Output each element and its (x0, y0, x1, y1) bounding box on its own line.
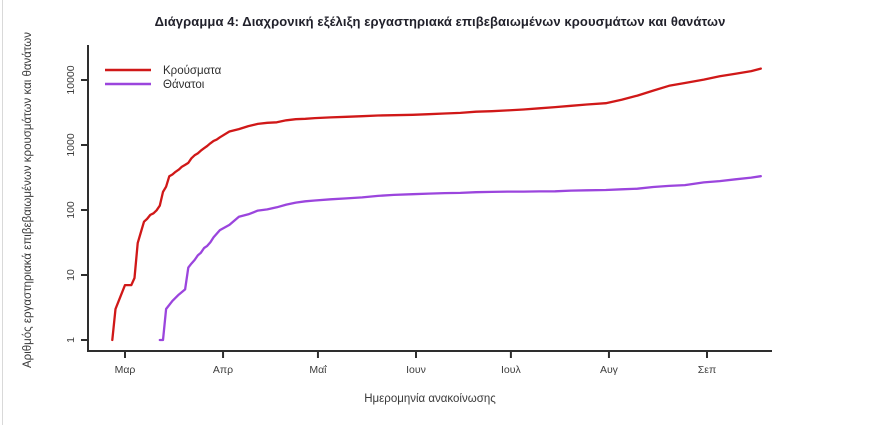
x-tick-label: Ιουλ (501, 364, 521, 376)
chart-title: Διάγραμμα 4: Διαχρονική εξέλιξη εργαστηρ… (154, 14, 726, 29)
deaths-line (158, 175, 762, 342)
x-tick-label: Απρ (213, 364, 233, 376)
left-edge-divider (2, 0, 3, 425)
y-tick-label: 1000 (65, 133, 77, 157)
legend-label-cases: Κρούσματα (163, 65, 222, 77)
cases-line (111, 67, 762, 342)
x-tick-label: Αυγ (600, 364, 619, 376)
y-tick-label: 1 (65, 337, 77, 343)
x-tick-label: Σεπ (698, 364, 716, 376)
y-tick-label: 10 (65, 269, 77, 281)
x-tick-label: Μαΐ (309, 364, 327, 376)
x-tick-label: Μαρ (115, 364, 136, 376)
y-axis-title: Αριθμός εργαστηριακά επιβεβαιωμένων κρου… (22, 32, 34, 368)
x-tick-label: Ιουν (406, 364, 426, 376)
y-tick-label: 100 (65, 201, 77, 219)
y-tick-label: 10000 (65, 65, 77, 94)
legend-label-deaths: Θάνατοι (163, 79, 205, 91)
x-axis-title: Ημερομηνία ανακοίνωσης (364, 393, 496, 405)
